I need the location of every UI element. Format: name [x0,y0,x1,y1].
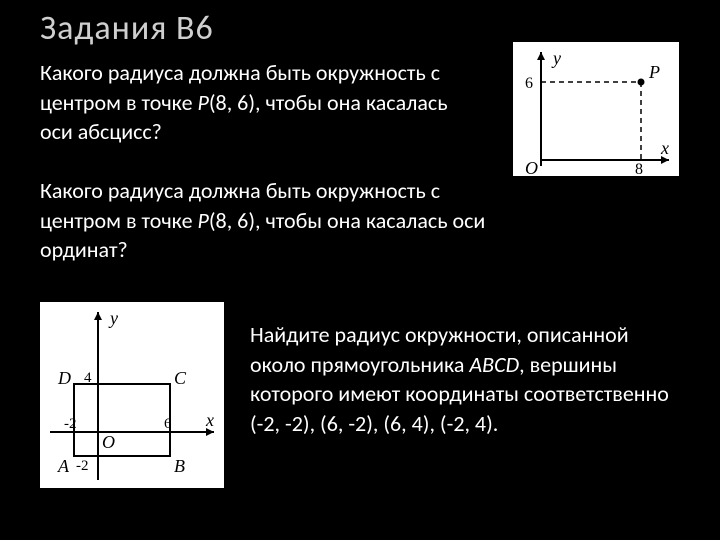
fig2-B: B [174,456,185,476]
q3-coords: (-2, -2), (6, -2), (6, 4), (-2, 4). [250,410,498,437]
fig2-neg2y: -2 [76,458,89,474]
fig2-neg2x: -2 [64,416,77,432]
q1-point-label: P [198,89,209,116]
fig2-six: 6 [164,416,172,432]
q2-point-label: P [198,207,209,234]
fig1-p-label: P [648,62,660,82]
question-2: Какого радиуса должна быть окружность с … [40,176,490,265]
question-1: Какого радиуса должна быть окружность с … [40,58,460,147]
q2-coords: (8, 6) [209,207,255,234]
fig2-x-label: x [205,410,214,430]
figure-2: y x O D C A B -2 6 4 -2 [40,302,224,488]
page-title: Задания В6 [40,8,214,49]
q3-rect-label: ABCD [469,351,519,378]
fig2-y-label: y [108,308,118,328]
fig1-origin: O [525,158,538,176]
fig1-y-tick: 6 [525,75,533,92]
figure-1: y x O P 6 8 [513,42,679,176]
fig1-y-label: y [551,48,561,68]
fig2-A: A [57,456,70,476]
fig2-origin: O [102,432,115,452]
question-3: Найдите радиус окружности, описанной око… [250,320,670,439]
fig2-D: D [57,368,71,388]
fig1-x-tick: 8 [635,161,643,176]
fig2-C: C [174,368,187,388]
q1-coords: (8, 6) [209,89,255,116]
fig1-x-label: x [660,138,669,158]
fig2-four: 4 [84,370,92,386]
